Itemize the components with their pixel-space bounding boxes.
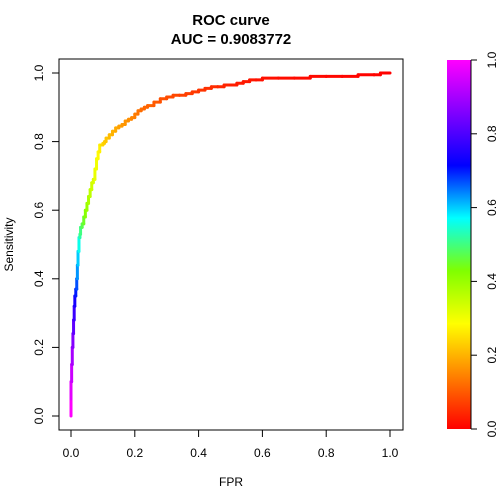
x-tick-label: 0.8 — [318, 446, 335, 460]
y-tick-label: 1.0 — [32, 64, 46, 81]
colorbar-tick-label: 0.8 — [485, 125, 499, 142]
colorbar-tick-label: 0.0 — [485, 420, 499, 437]
colorbar-tick-label: 0.4 — [485, 273, 499, 290]
colorbar-tick-label: 0.2 — [485, 347, 499, 364]
colorbar-tick-label: 0.6 — [485, 199, 499, 216]
plot-frame — [58, 58, 404, 431]
x-tick-label: 1.0 — [382, 446, 399, 460]
x-axis-label: FPR — [219, 475, 243, 489]
x-axis: 0.0 0.2 0.4 0.6 0.8 1.0 — [63, 430, 399, 460]
x-tick-label: 0.4 — [190, 446, 207, 460]
roc-curve — [69, 71, 392, 418]
y-tick-label: 0.2 — [32, 339, 46, 356]
x-tick-label: 0.0 — [63, 446, 80, 460]
x-tick-label: 0.6 — [254, 446, 271, 460]
y-tick-label: 0.6 — [32, 202, 46, 219]
colorbar-axis: 0.0 0.2 0.4 0.6 0.8 1.0 — [470, 51, 499, 437]
y-axis: 0.0 0.2 0.4 0.6 0.8 1.0 — [32, 64, 59, 424]
y-tick-label: 0.4 — [32, 270, 46, 287]
colorbar — [447, 60, 471, 429]
y-tick-label: 0.0 — [32, 407, 46, 424]
colorbar-tick-label: 1.0 — [485, 51, 499, 68]
x-tick-label: 0.2 — [126, 446, 143, 460]
chart-title: ROC curve — [192, 12, 270, 29]
y-axis-label: Sensitivity — [2, 217, 16, 271]
chart-subtitle: AUC = 0.9083772 — [171, 31, 292, 48]
y-tick-label: 0.8 — [32, 133, 46, 150]
